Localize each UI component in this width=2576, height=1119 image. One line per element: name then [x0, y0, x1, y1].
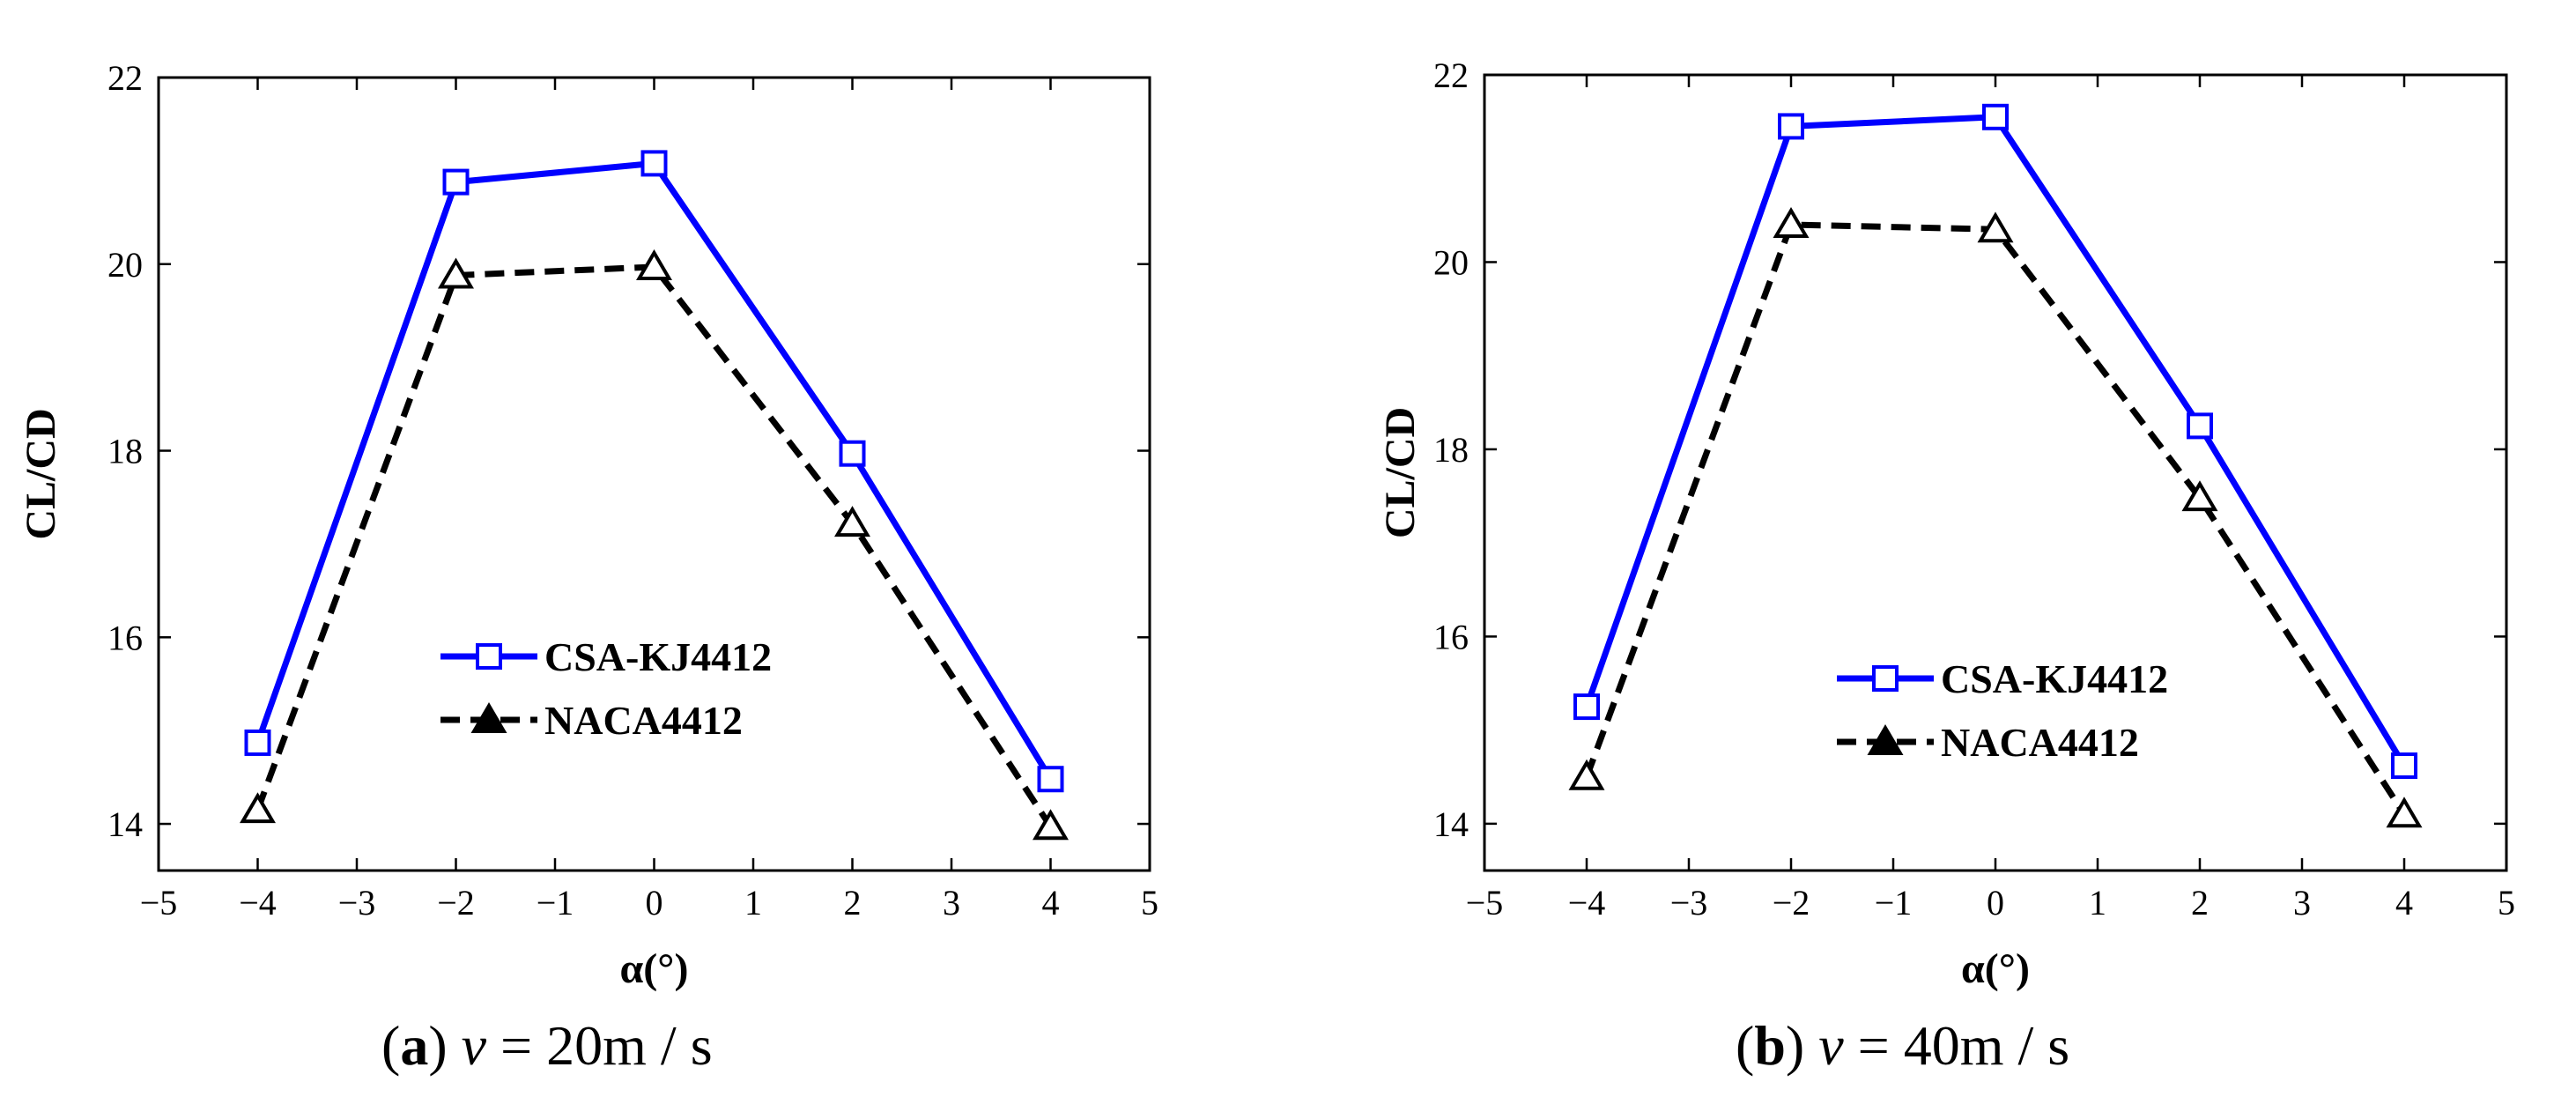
x-tick-label: −5 [1466, 883, 1504, 923]
data-point-csa-kj4412 [1573, 693, 1600, 721]
y-tick-label: 20 [107, 245, 143, 285]
data-point-naca4412 [636, 248, 672, 280]
x-tick-label: −1 [1875, 883, 1913, 923]
x-tick-label: 5 [2498, 883, 2515, 923]
panel-caption: (a) v = 20m / s [381, 1014, 713, 1077]
legend-label: CSA-KJ4412 [544, 634, 772, 679]
x-tick-label: 3 [2293, 883, 2311, 923]
legend-marker-csa-kj4412 [1872, 665, 1899, 692]
data-point-naca4412 [2181, 480, 2218, 512]
y-tick-label: 18 [107, 432, 143, 471]
data-point-naca4412 [2386, 797, 2423, 828]
data-point-naca4412 [1568, 759, 1605, 790]
data-point-naca4412 [834, 506, 870, 537]
x-tick-label: 1 [2089, 883, 2106, 923]
data-point-csa-kj4412 [2391, 752, 2417, 780]
data-point-naca4412 [240, 792, 276, 824]
chart-panel-a: −5 −4 −3 −2 −1 0 1 2 3 4 5 14 16 18 20 22 α(°) CL/CD CSA-K… [18, 58, 1158, 1077]
x-tick-label: 4 [1042, 883, 1060, 923]
data-point-naca4412 [1773, 207, 1810, 238]
data-point-csa-kj4412 [2187, 412, 2213, 440]
legend-label: NACA4412 [1941, 720, 2139, 765]
y-tick-label: 14 [1433, 804, 1469, 844]
x-tick-label: 1 [744, 883, 762, 923]
x-tick-label: 2 [844, 883, 862, 923]
x-axis-title: α(°) [1961, 945, 2030, 992]
y-axis-title: CL/CD [1377, 407, 1424, 538]
y-tick-label: 22 [1433, 56, 1469, 95]
legend-label: CSA-KJ4412 [1941, 656, 2168, 701]
chart-panel-b: −5 −4 −3 −2 −1 0 1 2 3 4 5 14 16 18 20 22 α(°) CL/CD CSA-K… [1377, 56, 2515, 1077]
data-point-csa-kj4412 [442, 168, 470, 196]
x-tick-label: 0 [1987, 883, 2004, 923]
x-tick-label: −5 [140, 883, 178, 923]
x-tick-label: −1 [537, 883, 574, 923]
panel-caption: (b) v = 40m / s [1736, 1014, 2069, 1077]
y-axis-title: CL/CD [18, 408, 64, 539]
y-tick-label: 14 [107, 804, 143, 844]
x-tick-label: −2 [437, 883, 475, 923]
x-tick-label: 5 [1141, 883, 1158, 923]
data-point-csa-kj4412 [640, 150, 668, 177]
data-point-naca4412 [438, 257, 474, 289]
data-point-csa-kj4412 [1778, 113, 1804, 140]
x-tick-label: 0 [646, 883, 663, 923]
y-tick-label: 16 [107, 618, 143, 657]
x-tick-label: −4 [239, 883, 277, 923]
data-point-csa-kj4412 [1037, 766, 1064, 793]
x-tick-label: −4 [1568, 883, 1606, 923]
y-tick-label: 20 [1433, 242, 1469, 282]
x-tick-label: 2 [2191, 883, 2209, 923]
legend-marker-naca4412 [1867, 724, 1904, 755]
y-tick-label: 22 [107, 58, 143, 98]
data-point-csa-kj4412 [244, 729, 271, 756]
data-point-naca4412 [1977, 211, 2014, 243]
data-point-csa-kj4412 [1982, 103, 2009, 130]
x-axis-title: α(°) [620, 945, 689, 992]
series-line-naca4412 [255, 263, 1054, 829]
data-point-csa-kj4412 [839, 440, 866, 467]
data-point-naca4412 [1033, 809, 1069, 841]
y-tick-label: 16 [1433, 617, 1469, 656]
legend-marker-naca4412 [470, 702, 507, 733]
legend-marker-csa-kj4412 [476, 643, 502, 670]
y-tick-label: 18 [1433, 430, 1469, 470]
x-tick-label: 3 [943, 883, 960, 923]
x-tick-label: −3 [1670, 883, 1708, 923]
x-tick-label: −2 [1773, 883, 1810, 923]
x-tick-label: 4 [2395, 883, 2413, 923]
x-tick-label: −3 [338, 883, 376, 923]
legend-label: NACA4412 [544, 698, 743, 743]
